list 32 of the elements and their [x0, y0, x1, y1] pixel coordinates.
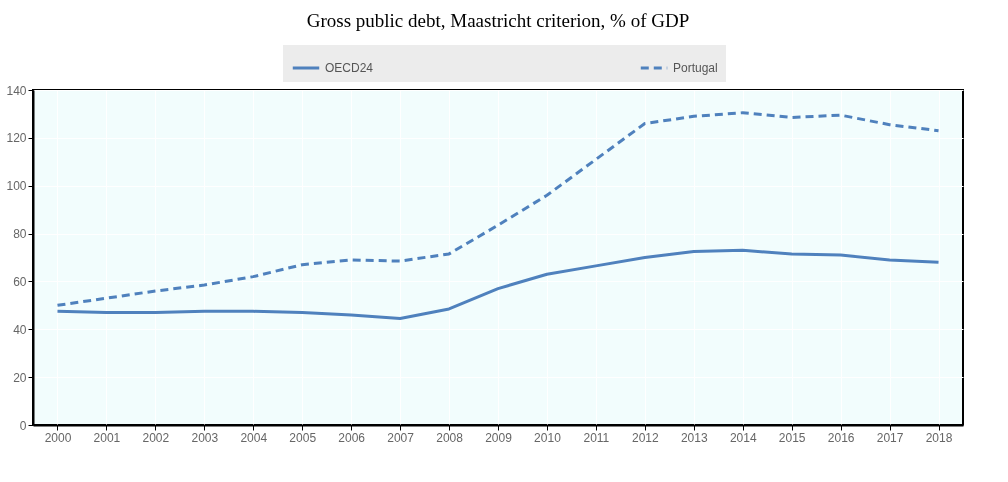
- y-tick-label: 40: [13, 322, 27, 337]
- x-tick-label: 2002: [142, 430, 170, 445]
- x-tick-label: 2001: [93, 430, 121, 445]
- line-series: [55, 111, 941, 307]
- y-tick-label: 140: [6, 83, 27, 98]
- x-tick-label: 2009: [485, 430, 513, 445]
- x-tick-label: 2006: [338, 430, 366, 445]
- y-tick-label: 60: [13, 274, 27, 289]
- x-tick-label: 2005: [289, 430, 317, 445]
- chart-title: Gross public debt, Maastricht criterion, % of GDP: [306, 10, 690, 31]
- x-tick-label: 2015: [778, 430, 806, 445]
- x-tick-label: 2017: [876, 430, 904, 445]
- x-tick-label: 2010: [534, 430, 562, 445]
- y-tick-label: 80: [13, 227, 27, 242]
- y-tick-label: 120: [6, 131, 27, 146]
- x-tick-label: 2004: [240, 430, 268, 445]
- x-tick-label: 2007: [387, 430, 415, 445]
- x-tick-label: 2018: [925, 430, 953, 445]
- y-tick-label: 0: [19, 418, 27, 433]
- x-tick-label: 2012: [631, 430, 660, 445]
- line-series: [55, 248, 941, 321]
- x-tick-label: 2008: [436, 430, 464, 445]
- y-tick-label: 20: [13, 370, 27, 385]
- x-tick-label: 2014: [729, 430, 757, 445]
- x-tick-label: 2011: [583, 430, 610, 445]
- y-tick-label: 100: [6, 179, 27, 194]
- x-tick-label: 2003: [191, 430, 219, 445]
- x-tick-label: 2013: [680, 430, 708, 445]
- x-tick-label: 2016: [827, 430, 855, 445]
- legend-label: Portugal: [673, 61, 718, 75]
- x-tick-label: 2000: [44, 430, 72, 445]
- legend-label: OECD24: [325, 61, 374, 75]
